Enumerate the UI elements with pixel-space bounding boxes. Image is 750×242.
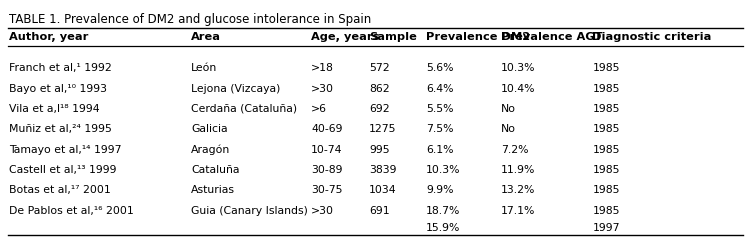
Text: 13.2%: 13.2% <box>501 185 536 195</box>
Text: Bayo et al,¹⁰ 1993: Bayo et al,¹⁰ 1993 <box>9 83 107 94</box>
Text: Author, year: Author, year <box>9 32 88 42</box>
Text: Prevalence DM2: Prevalence DM2 <box>426 32 530 42</box>
Text: León: León <box>191 63 217 73</box>
Text: Botas et al,¹⁷ 2001: Botas et al,¹⁷ 2001 <box>9 185 111 195</box>
Text: Vila et a,l¹⁸ 1994: Vila et a,l¹⁸ 1994 <box>9 104 100 114</box>
Text: 7.5%: 7.5% <box>426 124 454 134</box>
Text: De Pablos et al,¹⁶ 2001: De Pablos et al,¹⁶ 2001 <box>9 205 134 216</box>
Text: No: No <box>501 124 516 134</box>
Text: 1985: 1985 <box>592 63 620 73</box>
Text: 6.1%: 6.1% <box>426 144 454 155</box>
Text: 30-75: 30-75 <box>311 185 343 195</box>
Text: 1985: 1985 <box>592 144 620 155</box>
Text: >6: >6 <box>311 104 327 114</box>
Text: 3839: 3839 <box>369 165 397 175</box>
Text: 5.5%: 5.5% <box>426 104 454 114</box>
Text: 862: 862 <box>369 83 390 94</box>
Text: 10.3%: 10.3% <box>426 165 460 175</box>
Text: 10-74: 10-74 <box>311 144 343 155</box>
Text: 1985: 1985 <box>592 185 620 195</box>
Text: 1985: 1985 <box>592 205 620 216</box>
Text: Cataluña: Cataluña <box>191 165 240 175</box>
Text: 10.4%: 10.4% <box>501 83 536 94</box>
Text: 7.2%: 7.2% <box>501 144 529 155</box>
Text: >30: >30 <box>311 205 334 216</box>
Text: Asturias: Asturias <box>191 185 236 195</box>
Text: 10.3%: 10.3% <box>501 63 536 73</box>
Text: 5.6%: 5.6% <box>426 63 454 73</box>
Text: 692: 692 <box>369 104 390 114</box>
Text: 691: 691 <box>369 205 390 216</box>
Text: TABLE 1. Prevalence of DM2 and glucose intolerance in Spain: TABLE 1. Prevalence of DM2 and glucose i… <box>9 13 371 26</box>
Text: Prevalence AGT: Prevalence AGT <box>501 32 602 42</box>
Text: Sample: Sample <box>369 32 417 42</box>
Text: Franch et al,¹ 1992: Franch et al,¹ 1992 <box>9 63 112 73</box>
Text: 18.7%: 18.7% <box>426 205 460 216</box>
Text: 1275: 1275 <box>369 124 397 134</box>
Text: 1985: 1985 <box>592 104 620 114</box>
Text: 6.4%: 6.4% <box>426 83 454 94</box>
Text: Lejona (Vizcaya): Lejona (Vizcaya) <box>191 83 280 94</box>
Text: 1997: 1997 <box>592 223 620 233</box>
Text: 1985: 1985 <box>592 124 620 134</box>
Text: 30-89: 30-89 <box>311 165 343 175</box>
Text: Guia (Canary Islands): Guia (Canary Islands) <box>191 205 308 216</box>
Text: 40-69: 40-69 <box>311 124 343 134</box>
Text: Aragón: Aragón <box>191 144 230 155</box>
Text: 1985: 1985 <box>592 83 620 94</box>
Text: 15.9%: 15.9% <box>426 223 460 233</box>
Text: 1034: 1034 <box>369 185 397 195</box>
Text: Galicia: Galicia <box>191 124 228 134</box>
Text: 572: 572 <box>369 63 390 73</box>
Text: 995: 995 <box>369 144 390 155</box>
Text: No: No <box>501 104 516 114</box>
Text: Age, years: Age, years <box>311 32 380 42</box>
Text: 9.9%: 9.9% <box>426 185 454 195</box>
Text: 17.1%: 17.1% <box>501 205 536 216</box>
Text: Diagnostic criteria: Diagnostic criteria <box>592 32 712 42</box>
Text: Castell et al,¹³ 1999: Castell et al,¹³ 1999 <box>9 165 116 175</box>
Text: >18: >18 <box>311 63 334 73</box>
Text: Tamayo et al,¹⁴ 1997: Tamayo et al,¹⁴ 1997 <box>9 144 122 155</box>
Text: Cerdaña (Cataluña): Cerdaña (Cataluña) <box>191 104 297 114</box>
Text: 1985: 1985 <box>592 165 620 175</box>
Text: Muñiz et al,²⁴ 1995: Muñiz et al,²⁴ 1995 <box>9 124 112 134</box>
Text: 11.9%: 11.9% <box>501 165 536 175</box>
Text: Area: Area <box>191 32 221 42</box>
Text: >30: >30 <box>311 83 334 94</box>
